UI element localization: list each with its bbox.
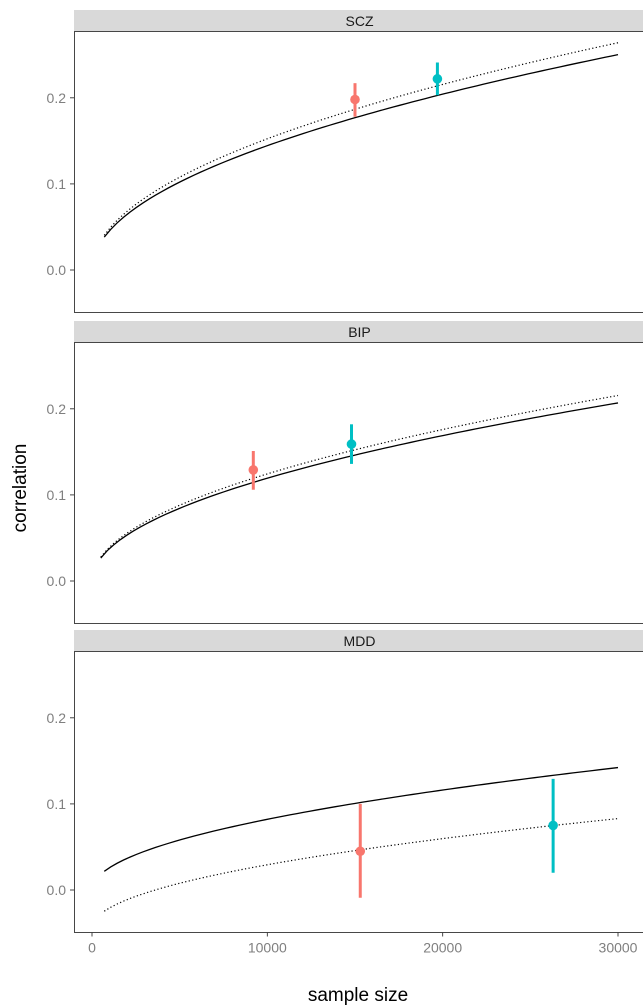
data-point-scz-red xyxy=(350,94,360,105)
panel-border-mdd xyxy=(74,651,643,933)
facet-label-bip: BIP xyxy=(348,324,371,340)
facet-strip-mdd xyxy=(74,630,643,651)
facet-strip-bip xyxy=(74,321,643,342)
x-tick-label: 30000 xyxy=(599,940,638,956)
facet-label-scz: SCZ xyxy=(346,13,374,29)
dotted-curve-bip xyxy=(100,394,619,558)
y-tick-label: 0.1 xyxy=(47,176,67,192)
data-point-mdd-teal xyxy=(548,820,558,831)
x-tick-label: 0 xyxy=(88,940,96,956)
solid-curve-mdd xyxy=(103,766,619,872)
y-tick-label: 0.2 xyxy=(47,401,67,417)
data-point-scz-teal xyxy=(432,74,443,84)
panel-border-bip xyxy=(74,342,643,624)
y-tick-label: 0.0 xyxy=(47,262,67,278)
y-tick-label: 0.0 xyxy=(47,573,67,589)
y-tick-label: 0.1 xyxy=(47,487,67,503)
panel-bip: BIP 0.0 0.1 0.2 xyxy=(47,321,643,624)
x-axis: 0 10000 20000 30000 xyxy=(88,932,638,956)
y-tick-label: 0.0 xyxy=(47,882,67,898)
y-tick-label: 0.1 xyxy=(47,796,67,812)
x-axis-title: sample size xyxy=(308,985,408,1005)
panel-scz: SCZ 0.0 0.1 0.2 xyxy=(47,10,643,313)
facet-strip-scz xyxy=(74,10,643,31)
data-point-mdd-red xyxy=(355,846,366,857)
y-tick-label: 0.2 xyxy=(47,90,67,106)
x-tick-label: 10000 xyxy=(248,940,287,956)
data-point-bip-red xyxy=(248,465,259,475)
y-tick-label: 0.2 xyxy=(47,710,67,726)
panel-border-scz xyxy=(74,31,643,313)
panel-mdd: MDD 0.0 0.1 0.2 xyxy=(47,630,643,933)
facet-label-mdd: MDD xyxy=(344,633,376,649)
data-point-bip-teal xyxy=(346,439,357,449)
solid-curve-bip xyxy=(100,402,619,559)
solid-curve-scz xyxy=(103,54,619,238)
y-axis-title: correlation xyxy=(10,444,31,533)
x-tick-label: 20000 xyxy=(423,940,462,956)
